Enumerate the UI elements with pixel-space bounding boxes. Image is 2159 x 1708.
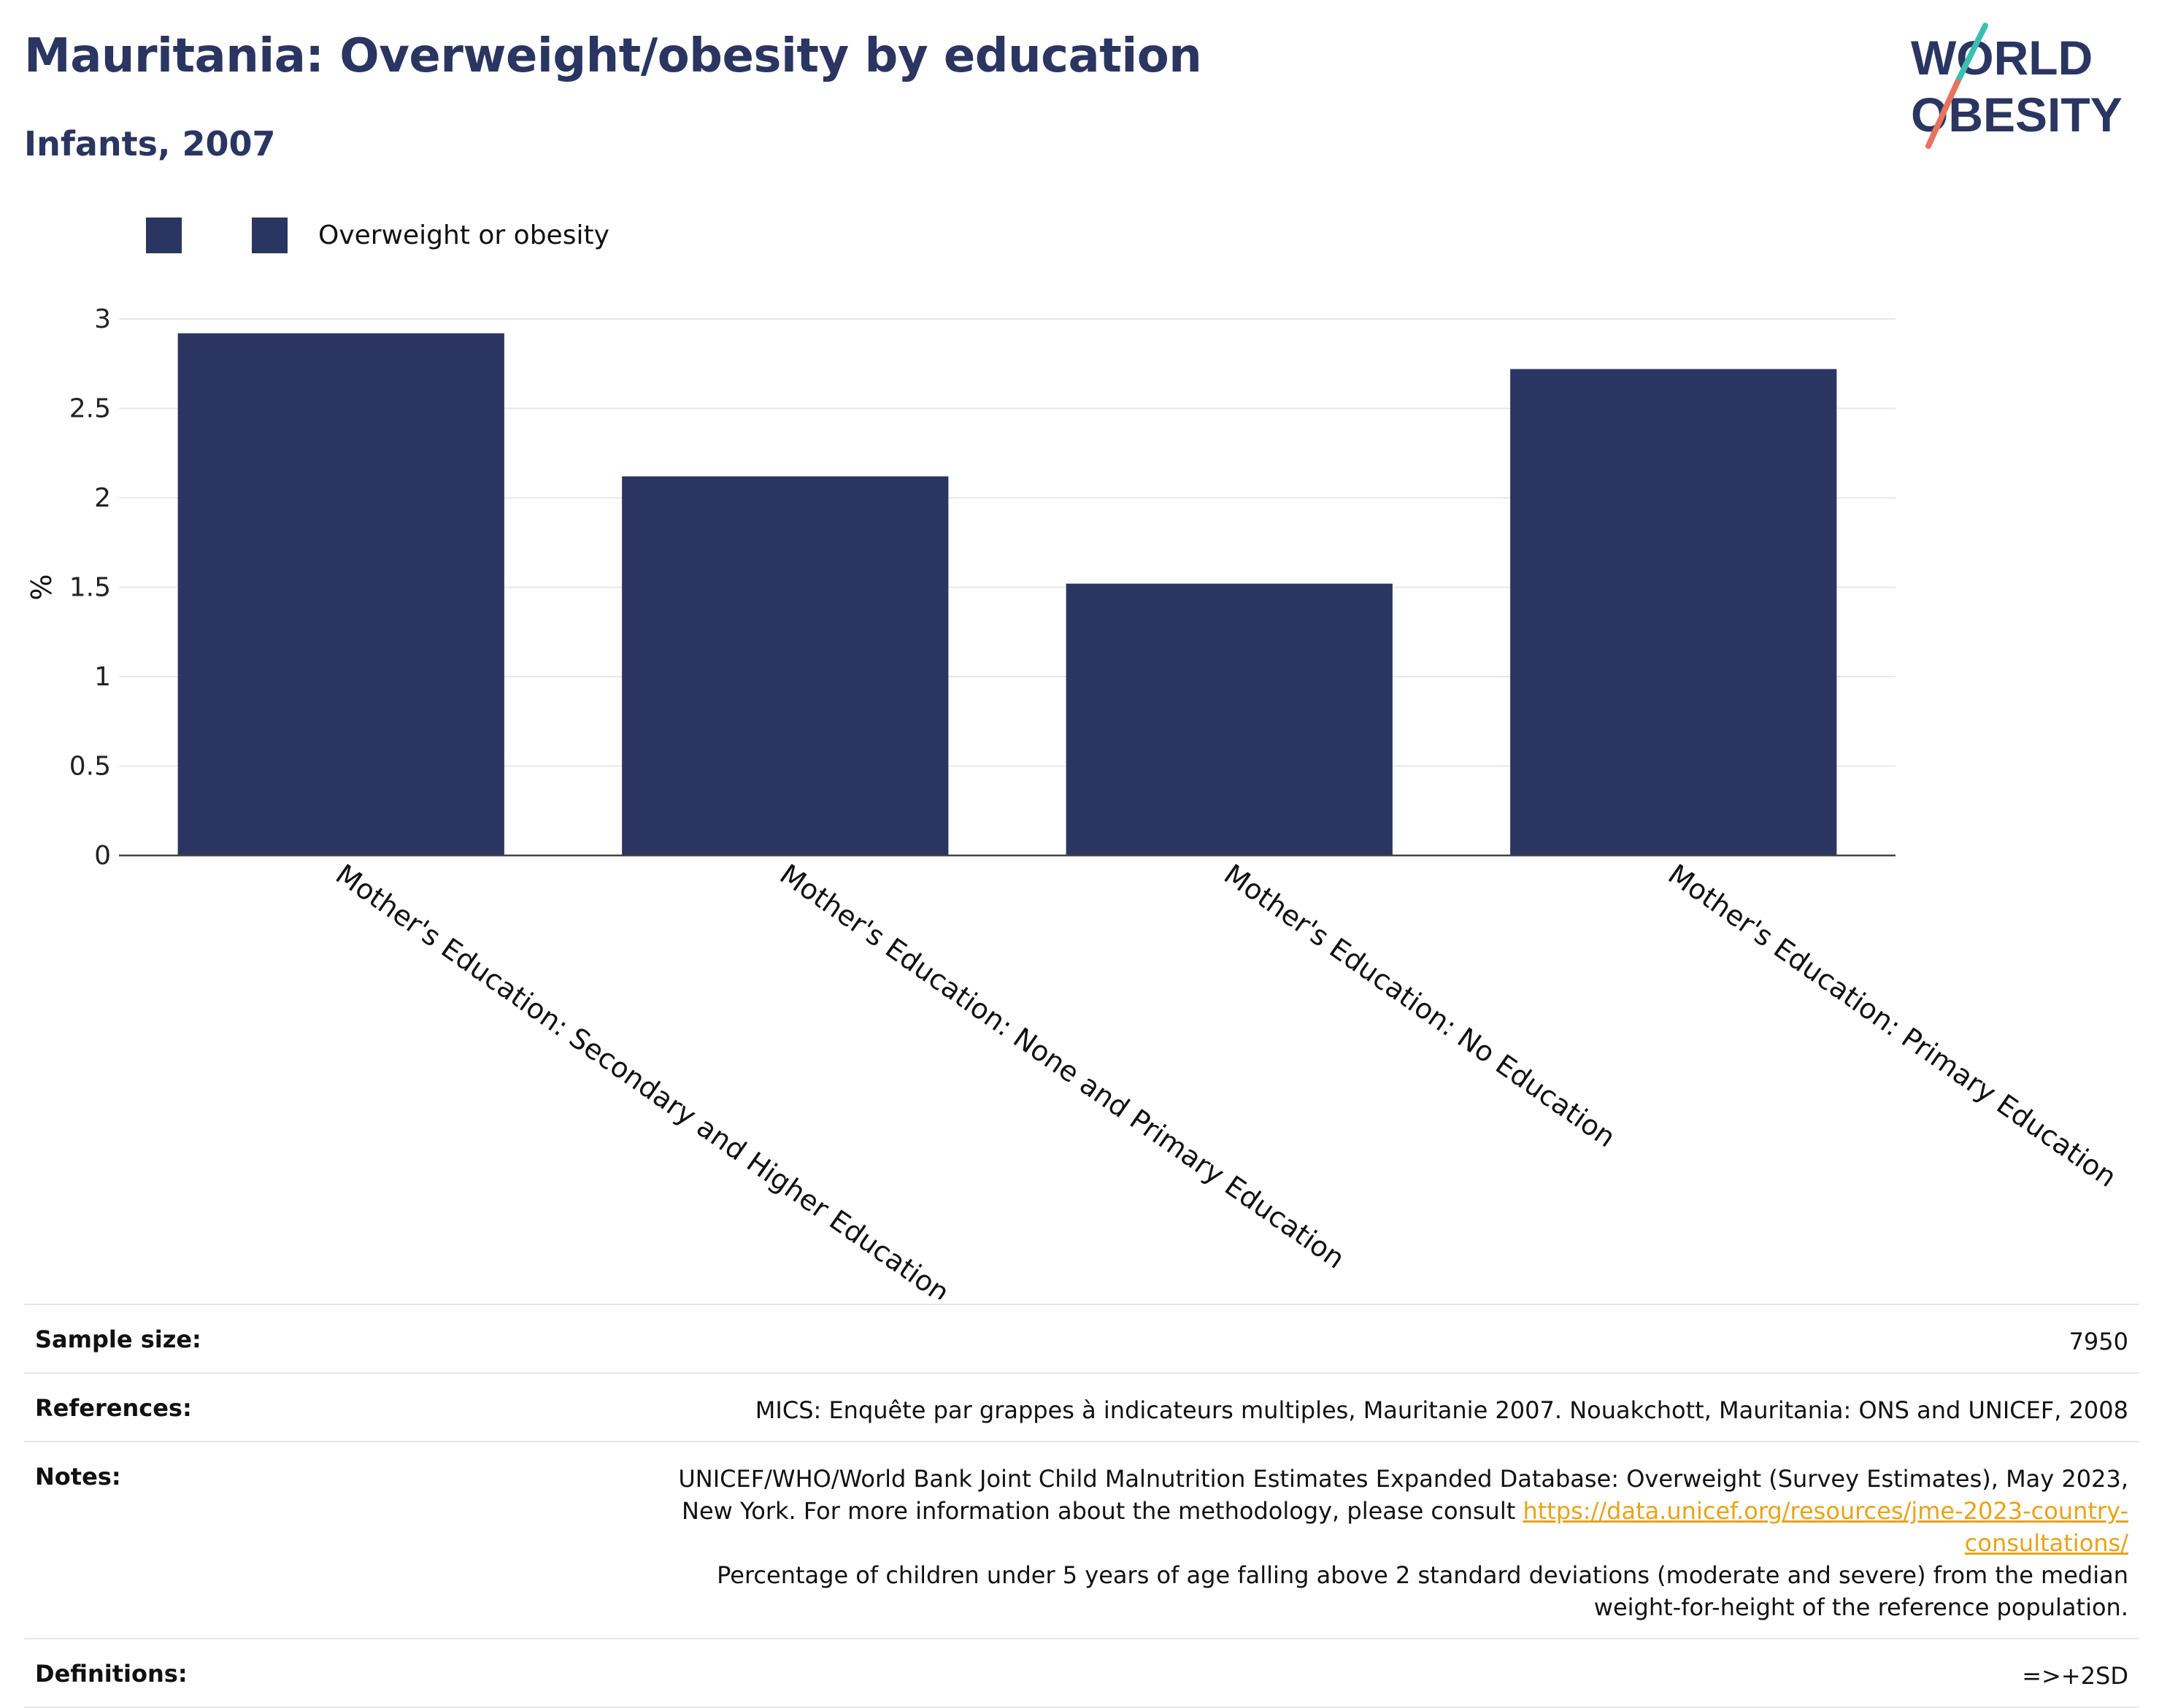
y-axis-label: % (26, 574, 58, 600)
sample-size-label: Sample size: (35, 1326, 201, 1353)
references-row: References: MICS: Enquête par grappes à … (24, 1372, 2139, 1441)
references-value: MICS: Enquête par grappes à indicateurs … (755, 1396, 2128, 1424)
y-tick-label: 1 (94, 662, 111, 692)
bar (177, 333, 504, 856)
references-label: References: (35, 1394, 192, 1422)
notes-value: UNICEF/WHO/World Bank Joint Child Malnut… (639, 1463, 2128, 1623)
bar (1066, 583, 1393, 855)
y-tick-label: 0 (94, 841, 111, 871)
definitions-label: Definitions: (35, 1660, 188, 1688)
sample-size-row: Sample size: 7950 (24, 1304, 2139, 1372)
bar (622, 476, 949, 855)
methodology-link[interactable]: https://data.unicef.org/resources/jme-20… (1523, 1497, 2128, 1557)
info-table: Sample size: 7950 References: MICS: Enqu… (24, 1304, 2139, 1708)
notes-text-after: Percentage of children under 5 years of … (717, 1561, 2128, 1621)
y-tick-label: 2 (94, 483, 111, 513)
svg-text:WORLD: WORLD (1911, 31, 2093, 85)
notes-row: Notes: UNICEF/WHO/World Bank Joint Child… (24, 1441, 2139, 1638)
y-tick-label: 1.5 (69, 573, 111, 603)
chart-legend: Overweight or obesity (146, 216, 609, 254)
y-tick-label: 3 (94, 304, 111, 334)
x-tick-label: Mother's Education: No Education (1218, 858, 1621, 1153)
svg-text:OBESITY: OBESITY (1911, 88, 2123, 142)
legend-swatch-overweight (252, 217, 288, 253)
x-tick-label: Mother's Education: None and Primary Edu… (774, 858, 1351, 1274)
legend-label: Overweight or obesity (318, 220, 609, 250)
definitions-value: =>+2SD (2022, 1662, 2128, 1690)
notes-label: Notes: (35, 1463, 121, 1490)
y-tick-label: 2.5 (69, 394, 111, 424)
sample-size-value: 7950 (2068, 1328, 2128, 1355)
x-tick-label: Mother's Education: Primary Education (1663, 858, 2123, 1193)
definitions-row: Definitions: =>+2SD (24, 1638, 2139, 1708)
world-obesity-logo: WORLD OBESITY (1911, 23, 2123, 149)
chart-title: Mauritania: Overweight/obesity by educat… (24, 29, 1202, 83)
bar (1510, 369, 1837, 856)
chart-subtitle: Infants, 2007 (24, 124, 276, 164)
notes-text-before: UNICEF/WHO/World Bank Joint Child Malnut… (678, 1465, 2128, 1525)
y-tick-label: 0.5 (69, 752, 111, 782)
legend-swatch (146, 217, 182, 253)
